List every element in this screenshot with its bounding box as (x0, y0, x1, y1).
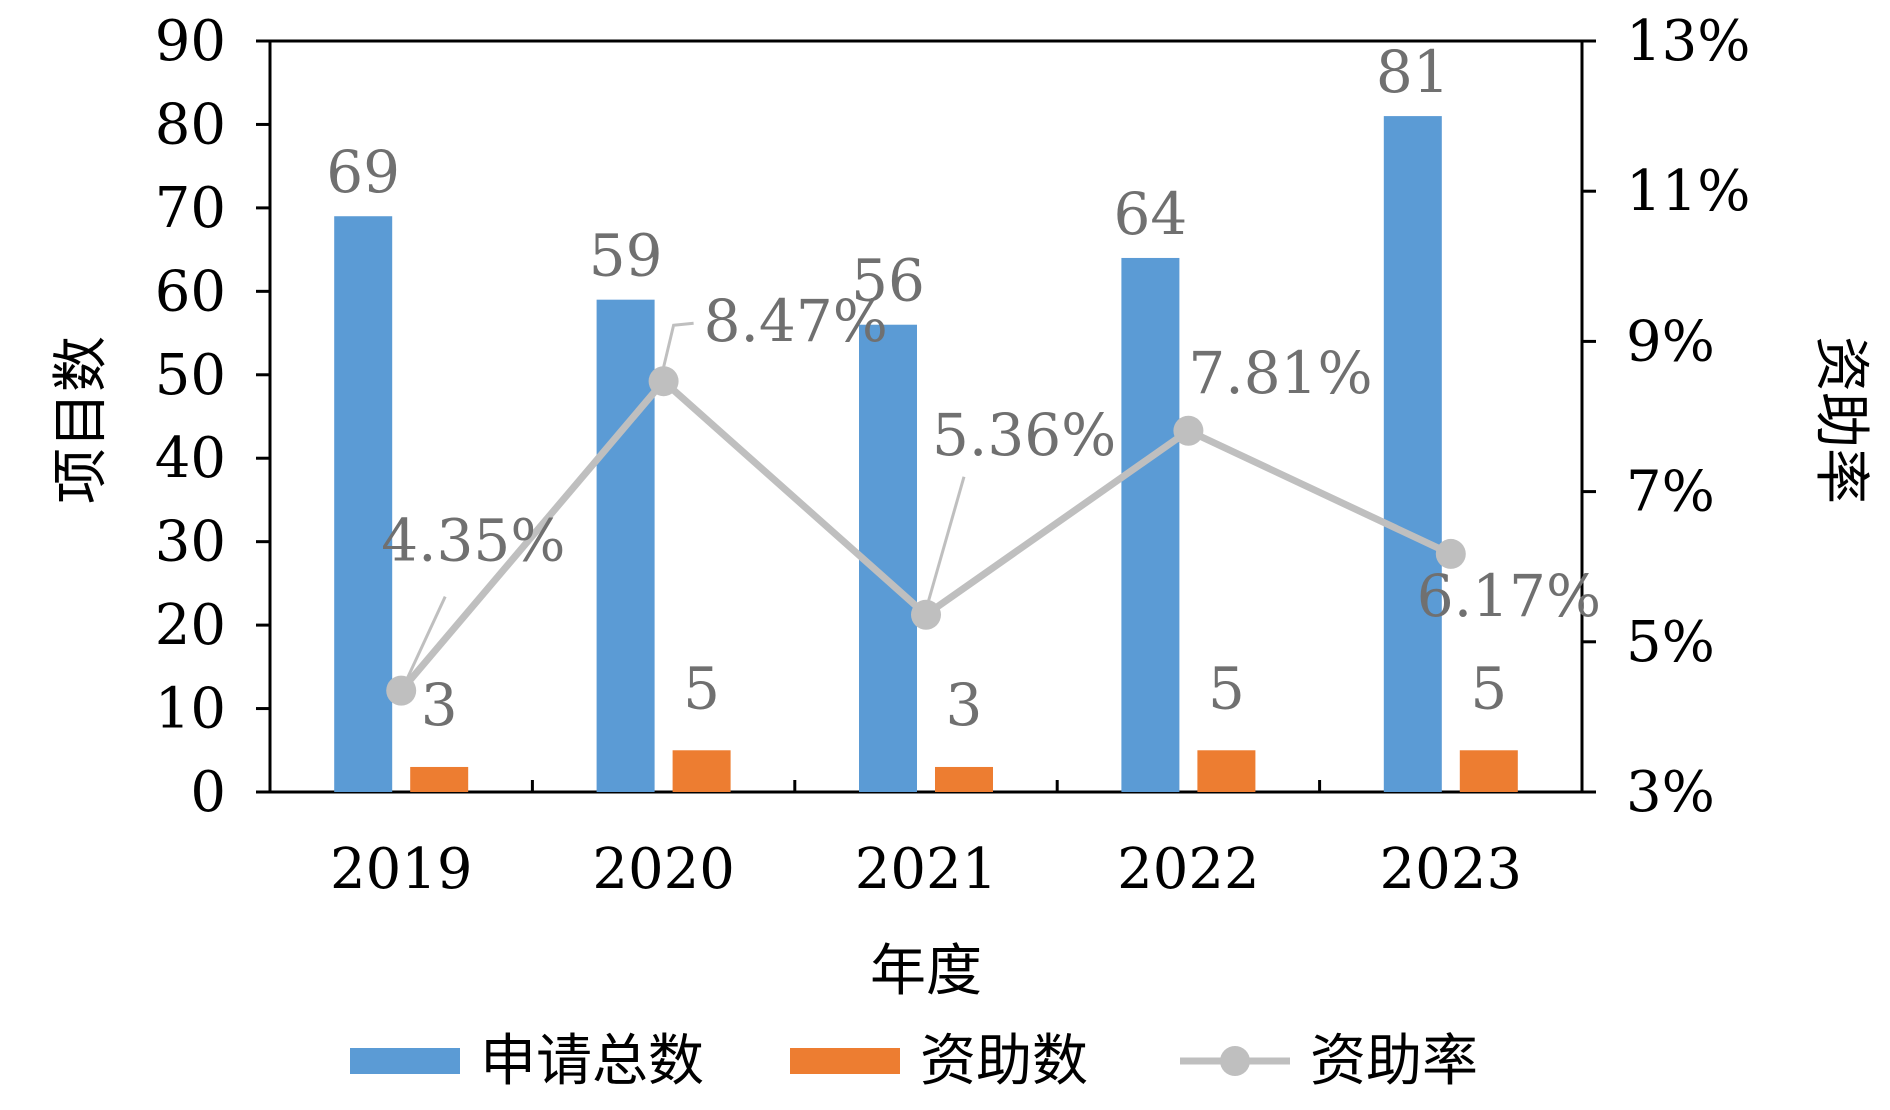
bar (596, 299, 655, 792)
y2-tick-label: 13% (1626, 9, 1750, 74)
y-tick-label: 80 (155, 92, 226, 157)
y-tick-label: 90 (155, 9, 226, 74)
x-axis-title: 年度 (870, 939, 982, 1004)
line-data-label: 5.36% (932, 401, 1116, 469)
legend-swatch-marker (1220, 1046, 1250, 1076)
y2-tick-label: 3% (1626, 760, 1715, 825)
bar (859, 324, 917, 792)
bar (1197, 750, 1256, 792)
bar-data-label: 5 (1470, 654, 1507, 722)
line-data-label: 6.17% (1417, 562, 1601, 630)
bar-data-label: 3 (946, 671, 983, 739)
y-tick-label: 70 (155, 176, 226, 241)
y2-tick-label: 9% (1626, 309, 1715, 374)
bar (935, 766, 993, 792)
legend-swatch (790, 1048, 900, 1074)
rate-marker (648, 366, 679, 397)
plot-frame (268, 39, 1584, 794)
legend-swatch (350, 1048, 460, 1074)
line-data-label: 4.35% (381, 507, 565, 575)
rate-marker (1173, 415, 1204, 446)
label-leader-line (662, 321, 694, 368)
bar (1383, 116, 1442, 793)
y-axis-title: 项目数 (49, 336, 114, 504)
y2-tick-label: 7% (1626, 460, 1715, 525)
y2-tick-label: 5% (1626, 610, 1715, 675)
bar (672, 750, 731, 792)
y-tick-label: 20 (155, 593, 226, 658)
bar-data-label: 81 (1376, 38, 1450, 106)
bar-data-label: 59 (589, 222, 663, 290)
x-tick-label: 2020 (592, 837, 735, 902)
x-tick-label: 2022 (1117, 837, 1260, 902)
line-data-label: 7.81% (1188, 339, 1372, 407)
y-tick-label: 40 (155, 426, 226, 491)
left-axis: 0 10 20 30 40 50 60 70 80 90 (155, 9, 270, 825)
bar (1459, 750, 1518, 792)
bar-series (334, 116, 1518, 793)
rate-marker (386, 675, 417, 706)
y-tick-label: 0 (190, 760, 226, 825)
legend-label: 资助数 (920, 1029, 1088, 1094)
line-series (386, 366, 1466, 706)
bar (334, 216, 393, 792)
line-data-label: 8.47% (704, 287, 888, 355)
data-labels: 69 59 56 64 81 3 5 3 5 5 4.35% 8.47% 5.36% 7.81% 6.17% (326, 38, 1601, 739)
rate-marker (911, 599, 941, 630)
y-tick-label: 50 (155, 343, 226, 408)
x-tick-label: 2021 (855, 837, 998, 902)
x-tick-label: 2023 (1380, 837, 1523, 902)
plot-border (268, 39, 1584, 794)
legend-label: 资助率 (1310, 1029, 1478, 1094)
right-axis: 3% 5% 7% 9% 11% 13% (1582, 9, 1750, 825)
bar-data-label: 5 (1208, 654, 1245, 722)
label-leader-line (926, 476, 966, 604)
y2-tick-label: 11% (1626, 159, 1750, 224)
bar-data-label: 69 (326, 138, 400, 206)
bar (1121, 257, 1180, 792)
label-leader-line (405, 595, 447, 680)
legend-label: 申请总数 (480, 1029, 704, 1094)
bar-data-label: 3 (421, 671, 458, 739)
x-axis: 2019 2020 2021 2022 2023 (330, 780, 1522, 902)
y-tick-label: 30 (155, 510, 226, 575)
x-tick-label: 2019 (330, 837, 473, 902)
bar-data-label: 5 (683, 654, 720, 722)
rate-marker (1435, 538, 1466, 569)
y-tick-label: 10 (155, 677, 226, 742)
y-tick-label: 60 (155, 259, 226, 324)
bar-data-label: 56 (851, 247, 925, 315)
bar-data-label: 64 (1113, 180, 1187, 248)
legend: 申请总数 资助数 资助率 (350, 1029, 1478, 1094)
y2-axis-title: 资助率 (1808, 336, 1873, 504)
bar (410, 766, 469, 792)
